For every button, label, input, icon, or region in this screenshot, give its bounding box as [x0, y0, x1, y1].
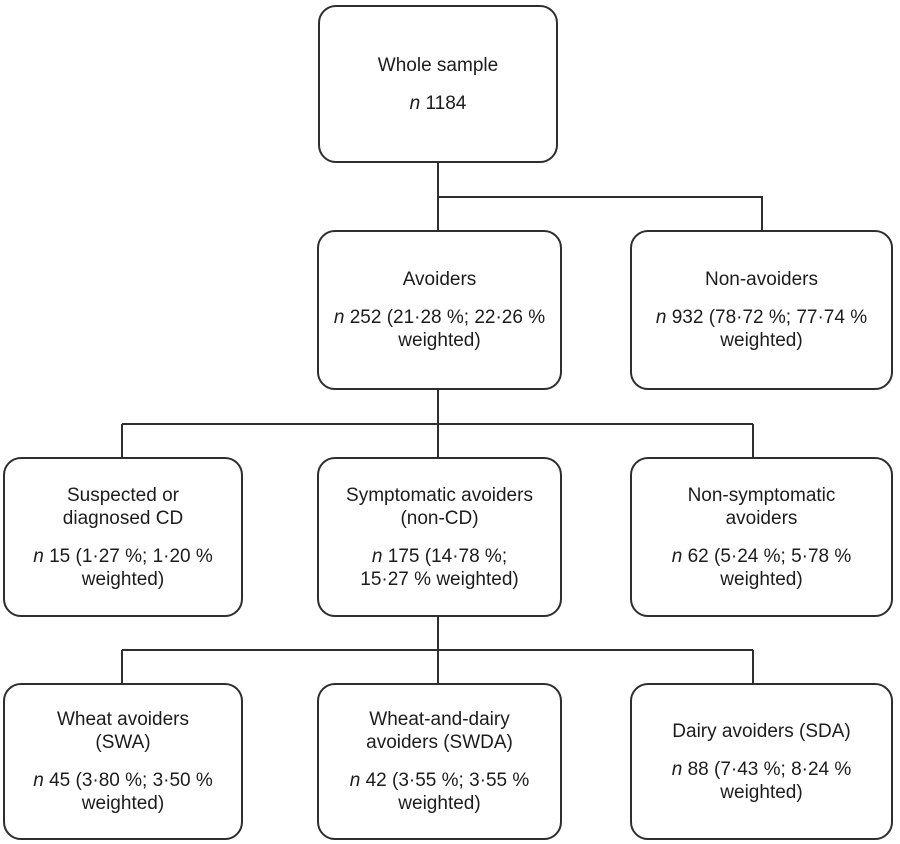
node-title: Symptomatic avoiders (non-CD) — [346, 484, 533, 529]
n-label: n — [655, 307, 667, 328]
node-title: Wheat avoiders (SWA) — [56, 709, 189, 753]
n-value: 88 (7·43 %; 8·24 % — [687, 758, 852, 780]
n-label: n — [333, 307, 345, 328]
node-stats: n 45 (3·80 %; 3·50 % weighted) — [33, 770, 213, 814]
node-stats: n 15 (1·27 %; 1·20 % weighted) — [33, 545, 213, 590]
node-stats: n 88 (7·43 %; 8·24 % weighted) — [671, 758, 852, 803]
node-whole-sample: Whole sample n 1184 — [318, 5, 558, 163]
node-title: Suspected or diagnosed CD — [62, 484, 184, 529]
n-value: 42 (3·55 %; 3·55 % — [365, 770, 530, 791]
node-symptomatic-avoiders: Symptomatic avoiders (non-CD) n 175 (14·… — [317, 457, 562, 617]
node-non-symptomatic-avoiders: Non-symptomatic avoiders n 62 (5·24 %; 5… — [630, 457, 893, 617]
n-label: n — [671, 758, 683, 780]
n-label: n — [33, 545, 44, 567]
n-value: 252 (21·28 %; 22·26 % — [349, 307, 546, 328]
node-stats: n 252 (21·28 %; 22·26 % weighted) — [333, 307, 546, 351]
n-value: 932 (78·72 %; 77·74 % — [671, 307, 868, 328]
node-stats: n 1184 — [410, 92, 467, 115]
n-value: 15 (1·27 %; 1·20 % — [49, 545, 213, 567]
node-title: Whole sample — [377, 54, 499, 76]
n-label: n — [33, 770, 44, 791]
node-suspected-diagnosed-cd: Suspected or diagnosed CD n 15 (1·27 %; … — [3, 457, 243, 617]
node-title: Avoiders — [402, 269, 477, 290]
node-stats: n 932 (78·72 %; 77·74 % weighted) — [655, 307, 868, 351]
node-title: Non-symptomatic avoiders — [687, 484, 836, 529]
node-non-avoiders: Non-avoiders n 932 (78·72 %; 77·74 % wei… — [630, 230, 893, 390]
node-title: Wheat-and-dairy avoiders (SWDA) — [366, 709, 513, 753]
n-value: 45 (3·80 %; 3·50 % — [49, 770, 213, 791]
n-label: n — [371, 545, 383, 567]
node-stats: n 175 (14·78 %; 15·27 % weighted) — [360, 545, 519, 590]
node-stats: n 42 (3·55 %; 3·55 % weighted) — [349, 770, 530, 814]
node-wheat-avoiders: Wheat avoiders (SWA) n 45 (3·80 %; 3·50 … — [3, 683, 243, 840]
node-wheat-and-dairy-avoiders: Wheat-and-dairy avoiders (SWDA) n 42 (3·… — [317, 683, 562, 840]
n-label: n — [349, 770, 361, 791]
n-label: n — [671, 545, 683, 567]
edge-whole-to-nonavoiders — [438, 196, 763, 230]
node-avoiders: Avoiders n 252 (21·28 %; 22·26 % weighte… — [317, 230, 562, 390]
n-value: 62 (5·24 %; 5·78 % — [687, 545, 852, 567]
node-title: Dairy avoiders (SDA) — [672, 720, 851, 742]
node-dairy-avoiders: Dairy avoiders (SDA) n 88 (7·43 %; 8·24 … — [630, 683, 893, 840]
n-value: 1184 — [425, 92, 467, 114]
node-stats: n 62 (5·24 %; 5·78 % weighted) — [671, 545, 852, 590]
n-label: n — [409, 92, 421, 114]
n-value: 175 (14·78 %; — [387, 545, 508, 567]
node-title: Non-avoiders — [705, 269, 818, 290]
